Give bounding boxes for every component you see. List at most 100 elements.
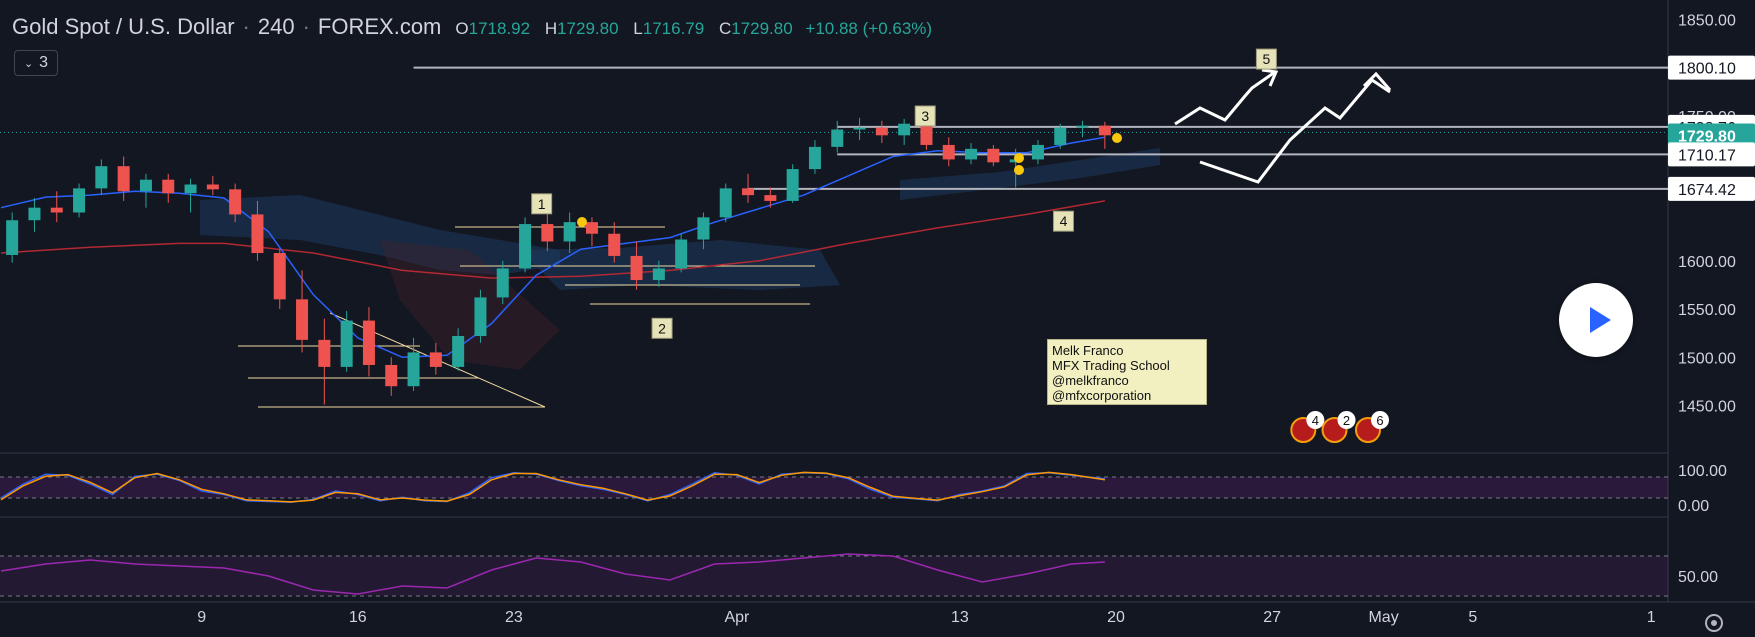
candle[interactable] xyxy=(742,188,755,196)
close-label: C xyxy=(718,19,732,38)
low-value: 1716.79 xyxy=(642,19,705,38)
open-value: 1718.92 xyxy=(468,19,531,38)
candle[interactable] xyxy=(117,166,130,192)
wave-label-box[interactable] xyxy=(651,317,673,339)
candle[interactable] xyxy=(675,239,688,269)
candle[interactable] xyxy=(407,352,420,387)
candle[interactable] xyxy=(229,189,242,215)
candle[interactable] xyxy=(452,336,465,367)
price-badge-label: 1729.80 xyxy=(1678,128,1736,145)
candle[interactable] xyxy=(630,255,643,281)
stoch-tick-label: 100.00 xyxy=(1678,463,1727,480)
candle[interactable] xyxy=(697,217,710,240)
wave-label: 3 xyxy=(921,108,929,124)
rsi-tick-label: 50.00 xyxy=(1678,569,1718,586)
candle[interactable] xyxy=(362,320,375,365)
separator: · xyxy=(302,14,310,39)
chevron-down-icon: ⌄ xyxy=(23,57,34,70)
candle[interactable] xyxy=(318,339,331,367)
price-badge[interactable] xyxy=(1668,55,1755,80)
date-tick-label: 20 xyxy=(1107,609,1125,626)
candle[interactable] xyxy=(50,207,63,213)
candle[interactable] xyxy=(273,253,286,300)
candle[interactable] xyxy=(251,214,264,254)
candle[interactable] xyxy=(808,146,821,170)
wave-label-box[interactable] xyxy=(914,105,936,127)
candle[interactable] xyxy=(764,195,777,201)
marker-dot xyxy=(577,217,587,227)
candle[interactable] xyxy=(987,148,1000,163)
interval[interactable]: 240 xyxy=(257,14,295,39)
candle[interactable] xyxy=(162,179,175,194)
candle[interactable] xyxy=(942,144,955,160)
event-count-badge xyxy=(1306,411,1325,429)
candle[interactable] xyxy=(652,268,665,281)
symbol-name[interactable]: Gold Spot / U.S. Dollar xyxy=(12,14,235,39)
date-tick-label: 5 xyxy=(1468,609,1477,626)
note-line: MFX Trading School xyxy=(1052,358,1170,373)
candle[interactable] xyxy=(184,184,197,194)
price-badge-label: 1674.42 xyxy=(1678,182,1736,199)
candle[interactable] xyxy=(965,148,978,160)
stoch-tick-label: 0.00 xyxy=(1678,498,1709,515)
price-badge[interactable] xyxy=(1668,123,1755,148)
candle[interactable] xyxy=(73,188,86,213)
wave-label: 5 xyxy=(1263,51,1271,67)
candle[interactable] xyxy=(496,268,509,298)
author-note[interactable]: Melk Franco MFX Trading School @melkfran… xyxy=(1047,339,1207,405)
candle[interactable] xyxy=(429,352,442,367)
separator: · xyxy=(242,14,250,39)
rsi-line xyxy=(0,553,1105,595)
note-line: @mfxcorporation xyxy=(1052,388,1152,403)
wave-label-box[interactable] xyxy=(531,193,553,215)
candle[interactable] xyxy=(585,222,598,234)
candle[interactable] xyxy=(898,123,911,136)
arrow-head-icon xyxy=(1362,71,1392,91)
arrow-head-icon xyxy=(1261,68,1279,87)
price-badge[interactable] xyxy=(1668,142,1755,167)
candle[interactable] xyxy=(139,179,152,192)
candle[interactable] xyxy=(563,222,576,242)
change-value: +10.88 (+0.63%) xyxy=(805,19,933,38)
wave-label-box[interactable] xyxy=(1255,48,1277,70)
cloud-area xyxy=(900,148,1160,200)
candle[interactable] xyxy=(608,233,621,256)
candle[interactable] xyxy=(786,169,799,201)
indicators-toggle-button[interactable]: ⌄ 3 xyxy=(14,50,58,76)
candle[interactable] xyxy=(831,129,844,147)
candle[interactable] xyxy=(385,364,398,387)
candle[interactable] xyxy=(541,224,554,242)
candle[interactable] xyxy=(875,127,888,136)
wave-label: 1 xyxy=(538,196,546,212)
price-badge-label: 1800.10 xyxy=(1678,61,1736,78)
low-label: L xyxy=(633,19,643,38)
candle[interactable] xyxy=(95,166,108,189)
play-button[interactable] xyxy=(1559,283,1633,357)
candle[interactable] xyxy=(1054,127,1067,145)
candle[interactable] xyxy=(519,224,532,269)
date-tick-label: Apr xyxy=(724,609,750,626)
price-badge-label: 1710.17 xyxy=(1678,147,1736,164)
candle[interactable] xyxy=(1076,125,1089,128)
gear-icon[interactable] xyxy=(1705,614,1723,632)
candle[interactable] xyxy=(6,220,19,255)
candle[interactable] xyxy=(340,320,353,367)
price-badge[interactable] xyxy=(1668,176,1755,201)
gear-icon-center xyxy=(1711,620,1717,626)
projection-path[interactable] xyxy=(1174,70,1276,126)
candle[interactable] xyxy=(296,299,309,340)
candle[interactable] xyxy=(853,127,866,130)
candle[interactable] xyxy=(719,188,732,218)
candle[interactable] xyxy=(1098,125,1111,136)
candle[interactable] xyxy=(206,184,219,190)
rsi-band xyxy=(0,556,1668,596)
candle[interactable] xyxy=(474,297,487,337)
wave-label: 4 xyxy=(1060,213,1068,229)
candle[interactable] xyxy=(28,207,41,221)
candle[interactable] xyxy=(1031,144,1044,160)
event-count-badge xyxy=(1370,411,1389,429)
candle[interactable] xyxy=(920,123,933,145)
wave-label-box[interactable] xyxy=(1052,210,1074,232)
